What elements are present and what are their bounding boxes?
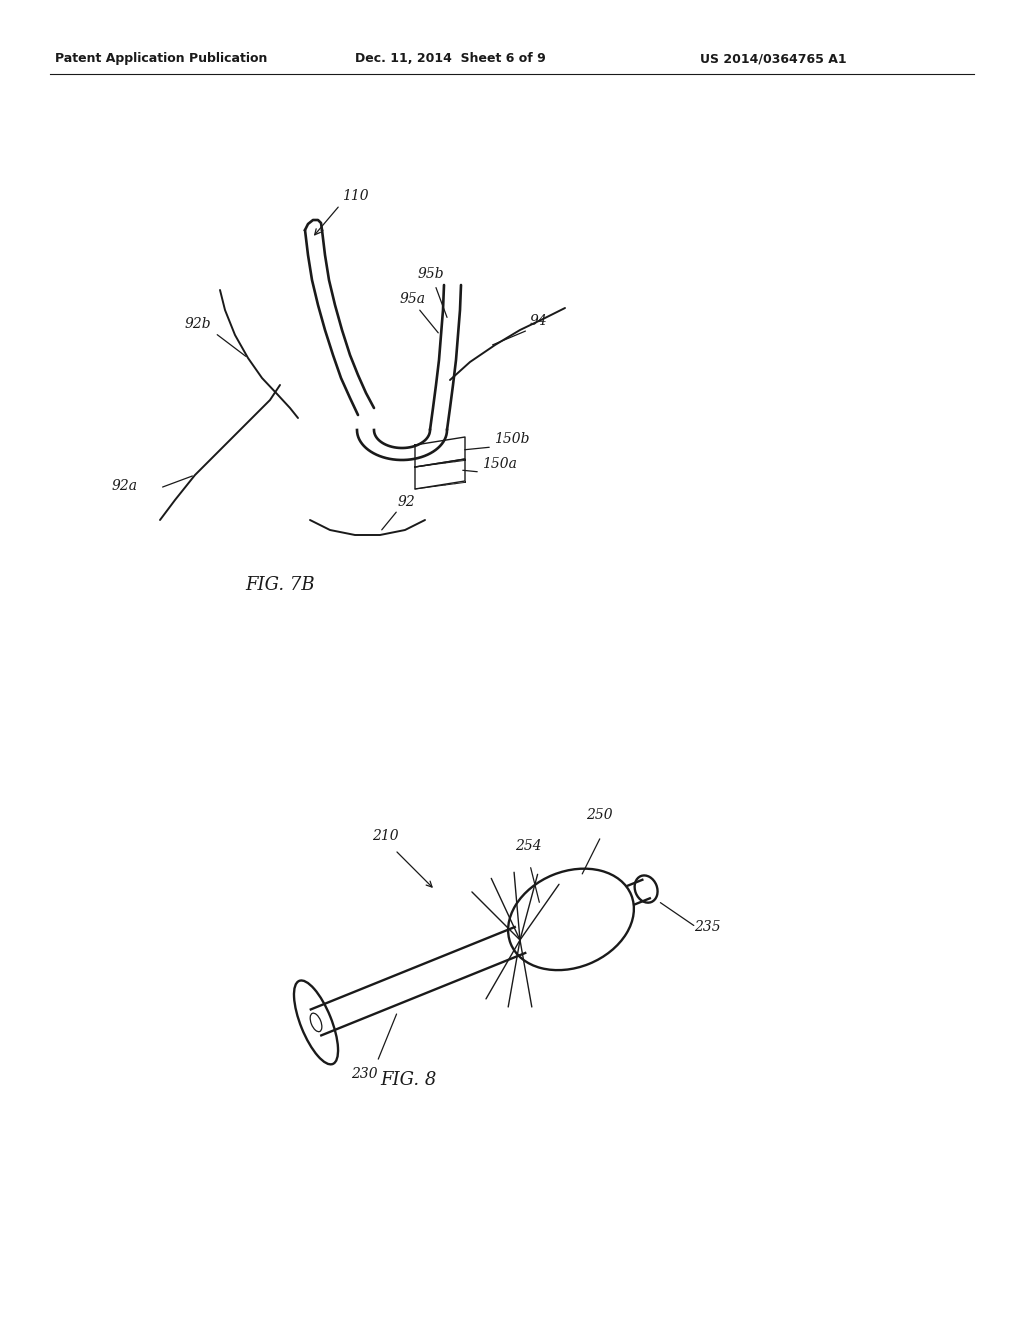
Text: Dec. 11, 2014  Sheet 6 of 9: Dec. 11, 2014 Sheet 6 of 9 [355,51,546,65]
Text: US 2014/0364765 A1: US 2014/0364765 A1 [700,51,847,65]
Text: 110: 110 [342,189,369,203]
Text: 150b: 150b [494,432,529,446]
Text: 230: 230 [351,1068,378,1081]
Text: 94: 94 [530,314,548,327]
Text: 92b: 92b [185,317,212,331]
Ellipse shape [294,981,338,1064]
Text: FIG. 8: FIG. 8 [380,1071,436,1089]
Text: Patent Application Publication: Patent Application Publication [55,51,267,65]
Text: 150a: 150a [482,457,517,471]
Text: 210: 210 [372,829,398,843]
Text: 92a: 92a [112,479,138,492]
Text: 95a: 95a [400,292,426,306]
Text: 254: 254 [515,840,542,853]
Text: 95b: 95b [418,267,444,281]
Text: FIG. 7B: FIG. 7B [245,576,314,594]
Text: 92: 92 [398,495,416,510]
Text: 235: 235 [694,920,721,935]
Text: 250: 250 [586,808,612,822]
Ellipse shape [635,875,657,903]
